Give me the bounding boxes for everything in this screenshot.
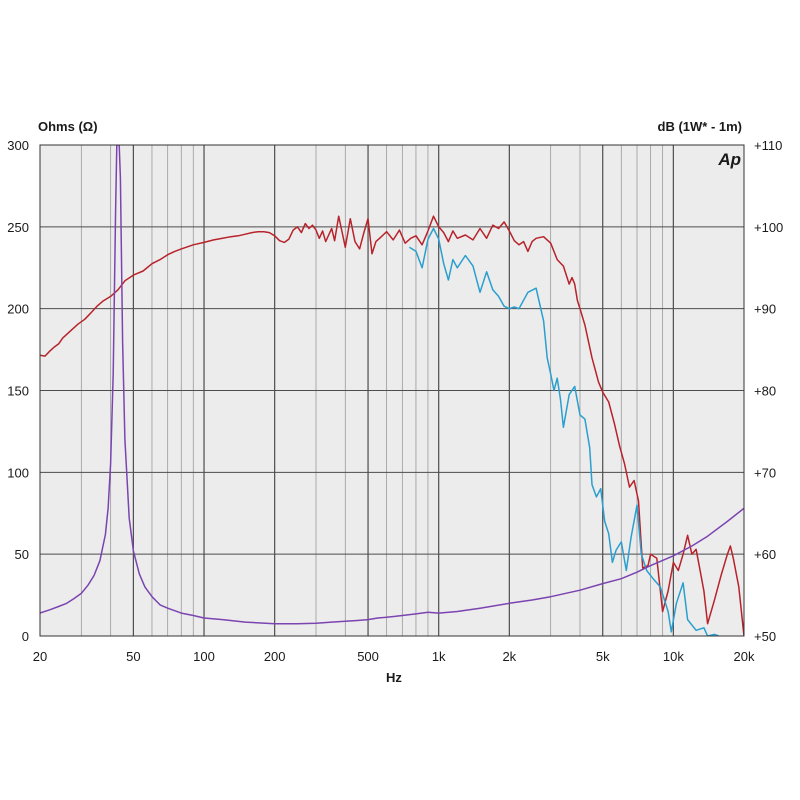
left-axis-tick-label: 150	[7, 384, 29, 399]
x-axis-tick-label: 50	[126, 649, 140, 664]
impedance-line	[40, 145, 744, 625]
series-lines	[40, 145, 744, 636]
frequency-response-on-axis-line	[40, 215, 744, 636]
left-axis-tick-label: 200	[7, 302, 29, 317]
right-axis-tick-label: +90	[754, 302, 776, 317]
x-axis-tick-label: 5k	[596, 649, 610, 664]
x-axis-tick-label: 500	[357, 649, 379, 664]
left-axis-tick-label: 0	[22, 629, 29, 644]
x-axis-tick-label: 200	[264, 649, 286, 664]
grid-lines	[40, 145, 744, 636]
left-axis-tick-label: 250	[7, 220, 29, 235]
x-axis-tick-label: 2k	[502, 649, 516, 664]
right-axis-tick-label: +110	[754, 138, 782, 153]
x-axis-title: Hz	[386, 670, 402, 685]
right-axis-tick-label: +80	[754, 384, 776, 399]
tick-labels: 0 50 100 150 200 250 300 +50 +60 +70 +80 +90 +100 +11…	[7, 138, 783, 664]
ap-logo: Ap	[717, 150, 741, 169]
x-axis-tick-label: 1k	[432, 649, 446, 664]
right-axis-tick-label: +100	[754, 220, 783, 235]
right-axis-title: dB (1W* - 1m)	[658, 119, 743, 134]
right-axis-tick-label: +50	[754, 629, 776, 644]
left-axis-tick-label: 50	[15, 547, 29, 562]
plot-frame	[39, 144, 745, 637]
left-axis-title: Ohms (Ω)	[38, 119, 98, 134]
left-axis-tick-label: 100	[7, 465, 29, 480]
right-axis-tick-label: +60	[754, 547, 776, 562]
right-axis-tick-label: +70	[754, 465, 776, 480]
x-axis-tick-label: 100	[193, 649, 215, 664]
x-axis-tick-label: 10k	[663, 649, 684, 664]
x-axis-tick-label: 20k	[734, 649, 755, 664]
left-axis-tick-label: 300	[7, 138, 29, 153]
x-axis-tick-label: 20	[33, 649, 47, 664]
frequency-response-off-axis-line	[409, 227, 719, 636]
